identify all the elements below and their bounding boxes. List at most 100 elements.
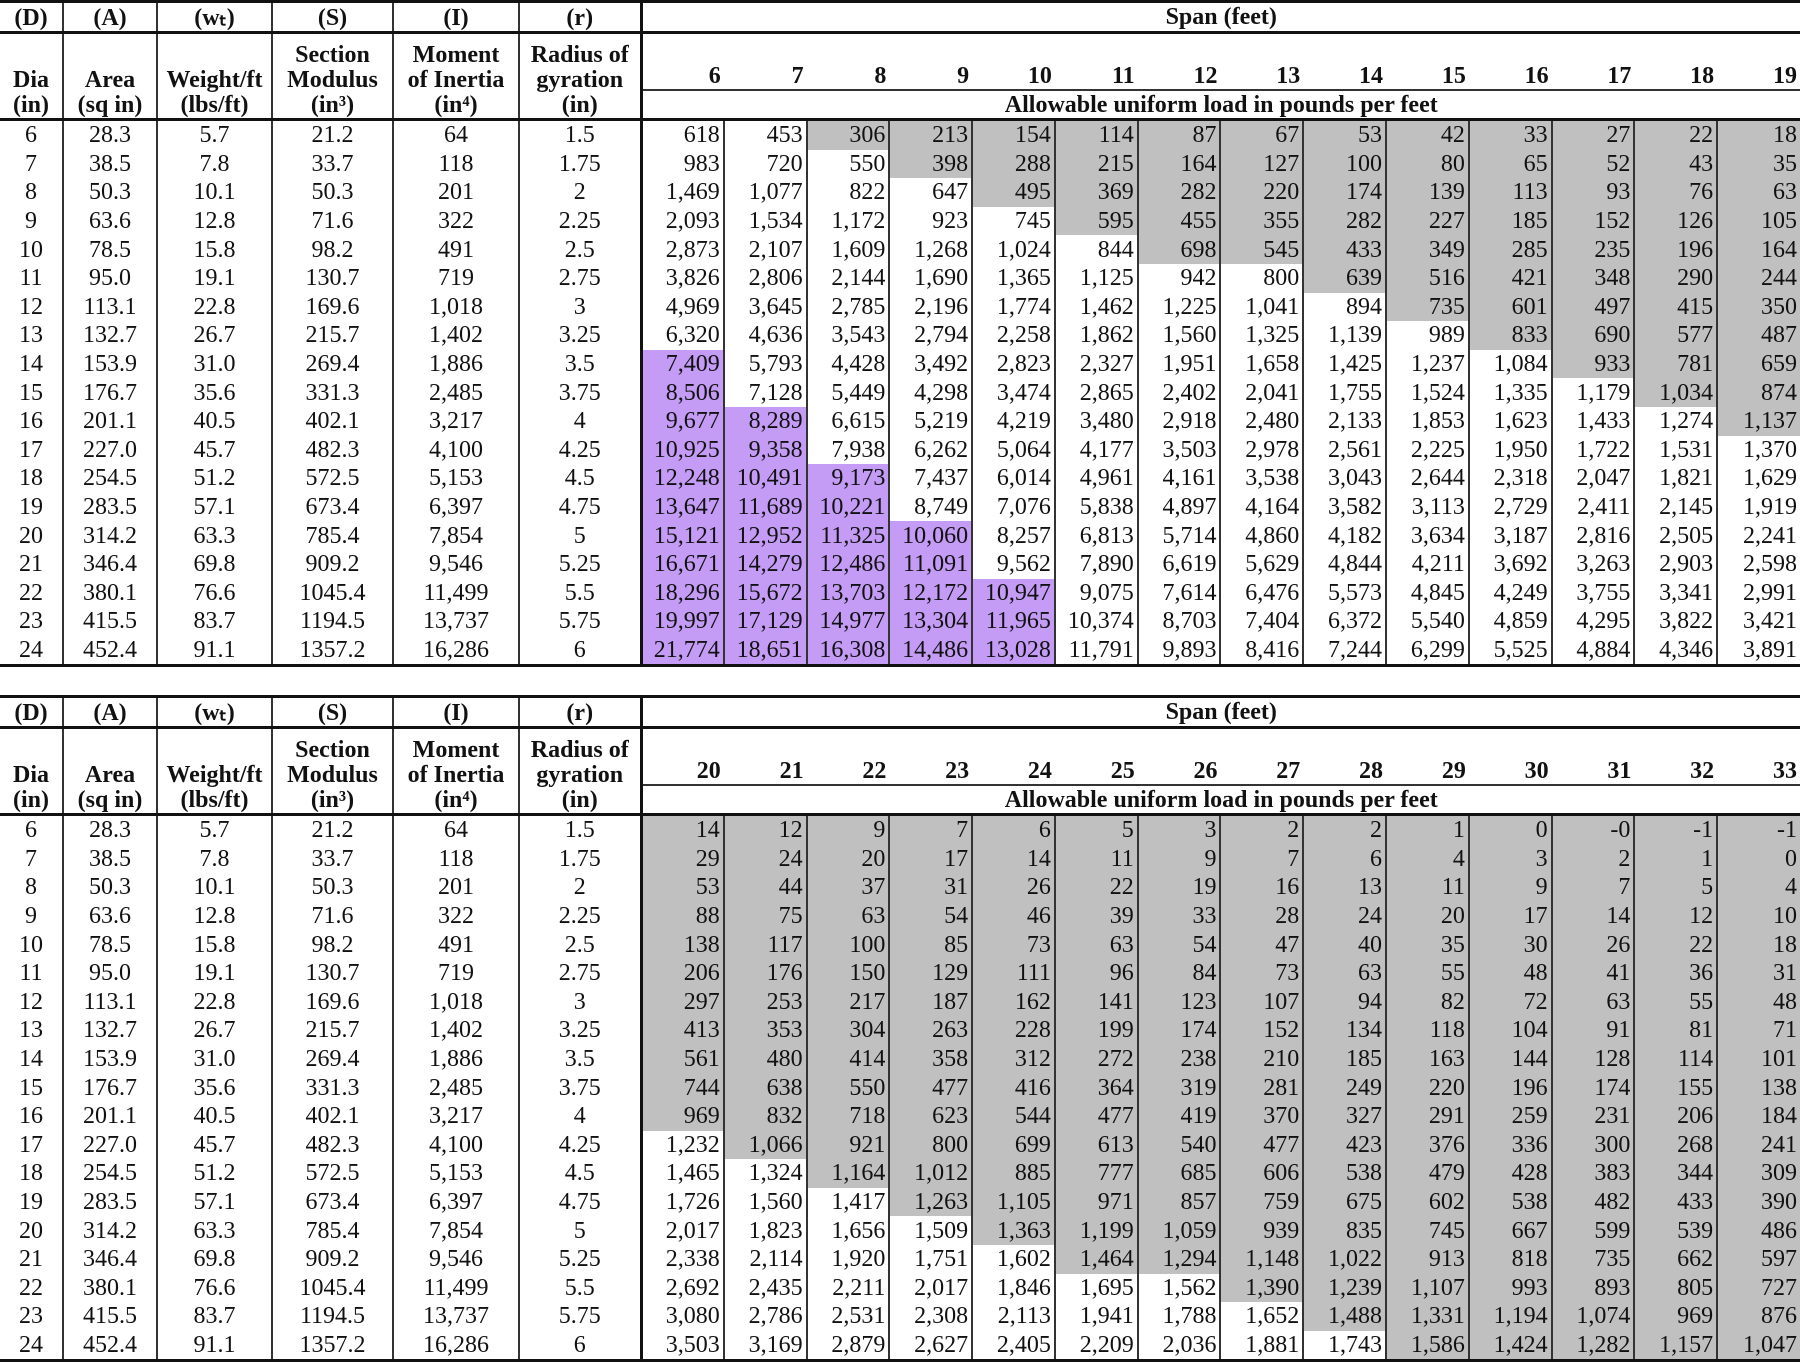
property-cell: 31.0	[156, 349, 272, 379]
load-cell: 138	[639, 930, 724, 959]
load-cell: 1,194	[1467, 1302, 1552, 1331]
load-cell: 993	[1467, 1273, 1552, 1303]
load-cell: 2,093	[639, 206, 724, 236]
load-cell: 319	[1136, 1073, 1221, 1102]
load-cell: 63	[1716, 178, 1800, 207]
load-cell: 1,941	[1053, 1302, 1138, 1331]
load-cell: 6,813	[1053, 521, 1138, 550]
load-cell: 1,074	[1550, 1302, 1635, 1331]
property-cell: 13	[19, 322, 43, 349]
property-cell: 19.1	[156, 958, 272, 988]
load-cell: 0	[1716, 844, 1800, 874]
property-cell: 63.6	[62, 206, 157, 236]
load-cell: 1,623	[1467, 406, 1552, 436]
load-cell: 3,043	[1302, 464, 1387, 493]
property-cell: 3.5	[518, 349, 641, 379]
load-cell: 376	[1385, 1130, 1469, 1160]
load-cell: 63	[1053, 930, 1138, 959]
load-cell: 5,838	[1053, 492, 1138, 522]
property-cell: 482.3	[271, 1130, 393, 1160]
load-cell: 1,722	[1550, 435, 1635, 465]
property-cell: 1194.5	[271, 1302, 393, 1331]
load-cell: 595	[1053, 206, 1138, 236]
load-cell: 94	[1302, 987, 1387, 1017]
span-value: 8	[806, 32, 890, 91]
load-cell: 601	[1467, 292, 1552, 322]
load-cell: 647	[888, 178, 973, 207]
property-cell: 132.7	[62, 1016, 157, 1045]
load-cell: 253	[722, 987, 807, 1017]
load-cell: 1,335	[1467, 378, 1552, 407]
load-cell: 3,492	[888, 349, 973, 379]
load-cell: 3	[1467, 844, 1552, 874]
property-cell: 5.7	[156, 814, 272, 845]
load-cell: 7,128	[722, 378, 807, 407]
column-label: Weight/ft (lbs/ft)	[156, 32, 272, 121]
property-cell: 380.1	[62, 578, 157, 608]
load-cell: 44	[722, 873, 807, 902]
load-cell: 1,951	[1136, 349, 1221, 379]
load-cell: 735	[1385, 292, 1469, 322]
property-cell: 51.2	[156, 464, 272, 493]
load-cell: 9,677	[639, 406, 724, 436]
load-cell: 876	[1716, 1302, 1800, 1331]
load-cell: 4,219	[971, 406, 1055, 436]
property-cell: 6	[518, 635, 641, 668]
property-cell: 98.2	[271, 930, 393, 959]
property-cell: 331.3	[271, 1073, 393, 1102]
span-value: 14	[1303, 32, 1387, 91]
load-cell: 3,187	[1467, 521, 1552, 550]
load-cell: 4,177	[1053, 435, 1138, 465]
load-cell: 42	[1385, 119, 1469, 150]
load-cell: 1,268	[888, 235, 973, 264]
load-cell: 65	[1467, 149, 1552, 179]
table-row: 24 452.4 91.1 1357.2 16,286 6 21,774 18,651 16,3…	[0, 635, 1800, 668]
load-cell: 3,503	[639, 1330, 724, 1362]
load-cell: 495	[971, 178, 1055, 207]
property-cell: 33.7	[271, 844, 393, 874]
load-cell: 4,897	[1136, 492, 1221, 522]
table-row: 9 63.6 12.8 71.6 322 2.25 88 75 63 54 46 39 33 28 24 20…	[0, 901, 1800, 931]
load-cell: 73	[971, 930, 1055, 959]
load-cell: 718	[805, 1101, 890, 1131]
load-cell: 306	[805, 119, 890, 150]
load-cell: 2,114	[722, 1244, 807, 1274]
property-cell: 11	[19, 265, 43, 292]
column-code: (I)	[392, 695, 519, 729]
property-cell: 12	[19, 988, 43, 1015]
load-cell: 577	[1633, 321, 1718, 350]
load-table-spans-20-33: (D) (A) (wₜ) (S) (I) (r) Span (feet) Dia (in) Ar…	[0, 695, 1800, 1362]
property-cell: 8	[25, 874, 37, 901]
column-label: Section Modulus (in³)	[271, 32, 393, 121]
load-cell: 1,560	[1136, 321, 1221, 350]
load-cell: 10,221	[805, 492, 890, 522]
table-row: 12 113.1 22.8 169.6 1,018 3 297 253 217 187 162 141…	[0, 987, 1800, 1017]
property-cell: 26.7	[156, 1016, 272, 1045]
load-cell: 477	[888, 1073, 973, 1102]
property-cell: 13,737	[392, 1302, 519, 1331]
load-cell: 398	[888, 149, 973, 179]
property-cell: 153.9	[62, 1044, 157, 1074]
load-cell: 48	[1467, 958, 1552, 988]
property-cell: 16	[19, 1103, 43, 1130]
span-value: 17	[1551, 32, 1635, 91]
load-cell: 17,129	[722, 607, 807, 636]
load-cell: 7,404	[1219, 607, 1304, 636]
property-cell: 95.0	[62, 263, 157, 293]
load-cell: 618	[639, 119, 724, 150]
load-cell: 13,703	[805, 578, 890, 608]
property-cell: 10.1	[156, 873, 272, 902]
property-cell: 346.4	[62, 549, 157, 579]
load-cell: 11,091	[888, 549, 973, 579]
column-label: Area (sq in)	[62, 32, 157, 121]
load-cell: 1,263	[888, 1187, 973, 1217]
load-cell: 482	[1550, 1187, 1635, 1217]
load-cell: 497	[1550, 292, 1635, 322]
load-cell: 544	[971, 1101, 1055, 1131]
load-cell: 7,244	[1302, 635, 1387, 668]
load-cell: 414	[805, 1044, 890, 1074]
load-cell: 43	[1633, 149, 1718, 179]
load-cell: 1,652	[1219, 1302, 1304, 1331]
property-cell: 91.1	[156, 1330, 272, 1362]
property-cell: 78.5	[62, 930, 157, 959]
